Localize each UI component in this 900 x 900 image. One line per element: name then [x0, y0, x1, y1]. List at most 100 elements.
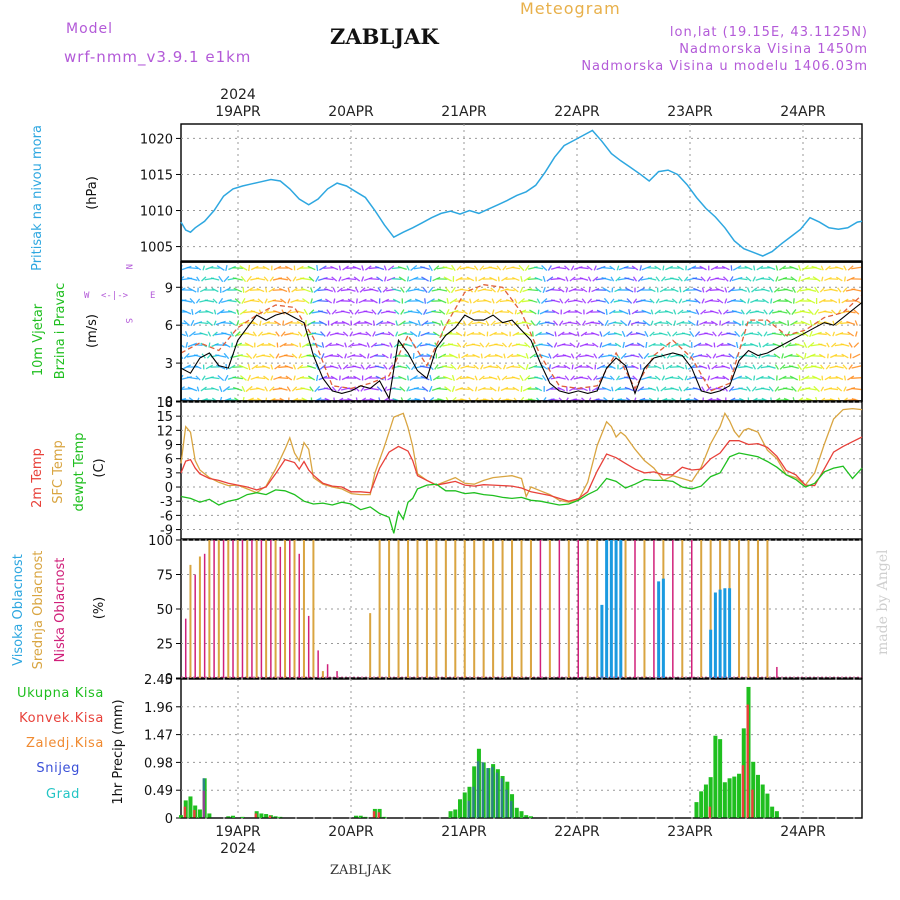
- wind-barb: [256, 287, 265, 293]
- wind-barb: [811, 331, 822, 337]
- wind-barb: [842, 397, 848, 401]
- wind-barb: [761, 288, 770, 292]
- wind-barb: [528, 299, 538, 303]
- wind-barb: [719, 320, 722, 326]
- wind-barb: [559, 298, 564, 304]
- wind-barb: [284, 320, 293, 326]
- wind-barb: [579, 343, 589, 347]
- wind-barb: [727, 342, 736, 348]
- wind-barb: [658, 332, 668, 336]
- wind-barb: [420, 266, 430, 270]
- wind-barb: [693, 397, 701, 401]
- wind-barb: [666, 353, 672, 359]
- wind-barb: [292, 276, 297, 282]
- wind-barb: [358, 298, 367, 304]
- wind-barb: [181, 386, 185, 390]
- y-tick-label: 3: [165, 357, 173, 372]
- wind-barb: [330, 265, 339, 271]
- wind-barb: [233, 386, 243, 392]
- wind-barb: [761, 397, 770, 401]
- wind-barb: [323, 277, 334, 281]
- wind-barb: [689, 352, 695, 360]
- altitude: Nadmorska Visina 1450m: [679, 42, 868, 57]
- wind-barb: [380, 332, 391, 336]
- wind-barb: [514, 309, 517, 315]
- wind-barb: [450, 286, 456, 294]
- wind-barb: [575, 320, 581, 326]
- wind-barb: [638, 353, 644, 359]
- wind-barb: [369, 353, 379, 359]
- wind-barb: [355, 287, 359, 293]
- wind-barb: [403, 332, 413, 336]
- wind-barb: [349, 331, 354, 337]
- wind-barb: [325, 298, 333, 304]
- wind-barb: [762, 342, 769, 348]
- wind-barb: [270, 375, 274, 381]
- wind-barb: [615, 276, 621, 282]
- wind-barb: [316, 264, 319, 272]
- precip-legend-item: Grad: [46, 787, 80, 802]
- wind-barb: [275, 331, 280, 337]
- precip-axis-label: 1hr Precip (mm): [111, 699, 126, 804]
- wind-barb: [686, 299, 698, 303]
- wind-barb: [244, 287, 254, 293]
- wind-barb: [534, 386, 543, 392]
- wind-barb: [670, 277, 680, 281]
- wind-barb: [734, 330, 741, 338]
- wind-barb: [205, 309, 214, 315]
- wind-barb: [228, 320, 236, 326]
- wind-barb: [438, 309, 446, 315]
- wind-barb: [227, 399, 237, 401]
- wind-barb: [626, 331, 633, 337]
- wind-barb: [341, 310, 351, 314]
- top-day-label: 24APR: [780, 104, 826, 120]
- wind-barb: [354, 386, 360, 392]
- wind-barb: [208, 342, 211, 348]
- wind-barb: [342, 331, 349, 337]
- wind-barb: [431, 310, 442, 314]
- wind-barb: [410, 264, 418, 272]
- precip-bar: [363, 816, 368, 818]
- wind-barb: [337, 386, 343, 392]
- wind-barb: [221, 331, 232, 337]
- wind-barb: [473, 364, 479, 370]
- wind-barb: [515, 343, 528, 347]
- wind-barb: [519, 286, 524, 294]
- wind-barb: [751, 287, 758, 293]
- wind-barb: [358, 342, 368, 348]
- wind-barb: [623, 266, 635, 270]
- wind-barb: [648, 397, 655, 401]
- wind-barb: [591, 287, 600, 293]
- wind-barb: [625, 287, 634, 293]
- wind-barb: [766, 354, 777, 358]
- wind-barb: [204, 299, 215, 303]
- precip-bar: [491, 766, 494, 818]
- wind-barb: [213, 320, 217, 326]
- wind-barb: [400, 397, 404, 401]
- wind-barb: [563, 364, 571, 370]
- wind-barb: [333, 397, 336, 401]
- wind-barb: [312, 298, 323, 304]
- cloud-panel: 0 25 50 75 100: [148, 534, 863, 687]
- wind-barb: [296, 320, 304, 326]
- wind-barb: [707, 375, 711, 381]
- y-tick-label: 1.47: [144, 729, 173, 744]
- wind-barb: [512, 276, 520, 282]
- wind-barb: [416, 342, 423, 348]
- wind-barb: [335, 332, 345, 336]
- wind-barb: [183, 352, 190, 360]
- wind-barb: [348, 309, 354, 315]
- wind-barb: [310, 298, 313, 304]
- wind-barb: [773, 397, 781, 401]
- wind-barb: [676, 320, 685, 326]
- wind-barb: [528, 364, 538, 370]
- wind-barb: [262, 320, 271, 326]
- wind-barb: [722, 375, 730, 381]
- wind-barb: [731, 276, 743, 282]
- wind-barb: [545, 287, 555, 293]
- wind-barb: [818, 343, 827, 347]
- wind-barb: [300, 277, 312, 281]
- wind-barb: [724, 287, 728, 293]
- wind-barb: [359, 397, 367, 401]
- wind-barb: [287, 287, 291, 293]
